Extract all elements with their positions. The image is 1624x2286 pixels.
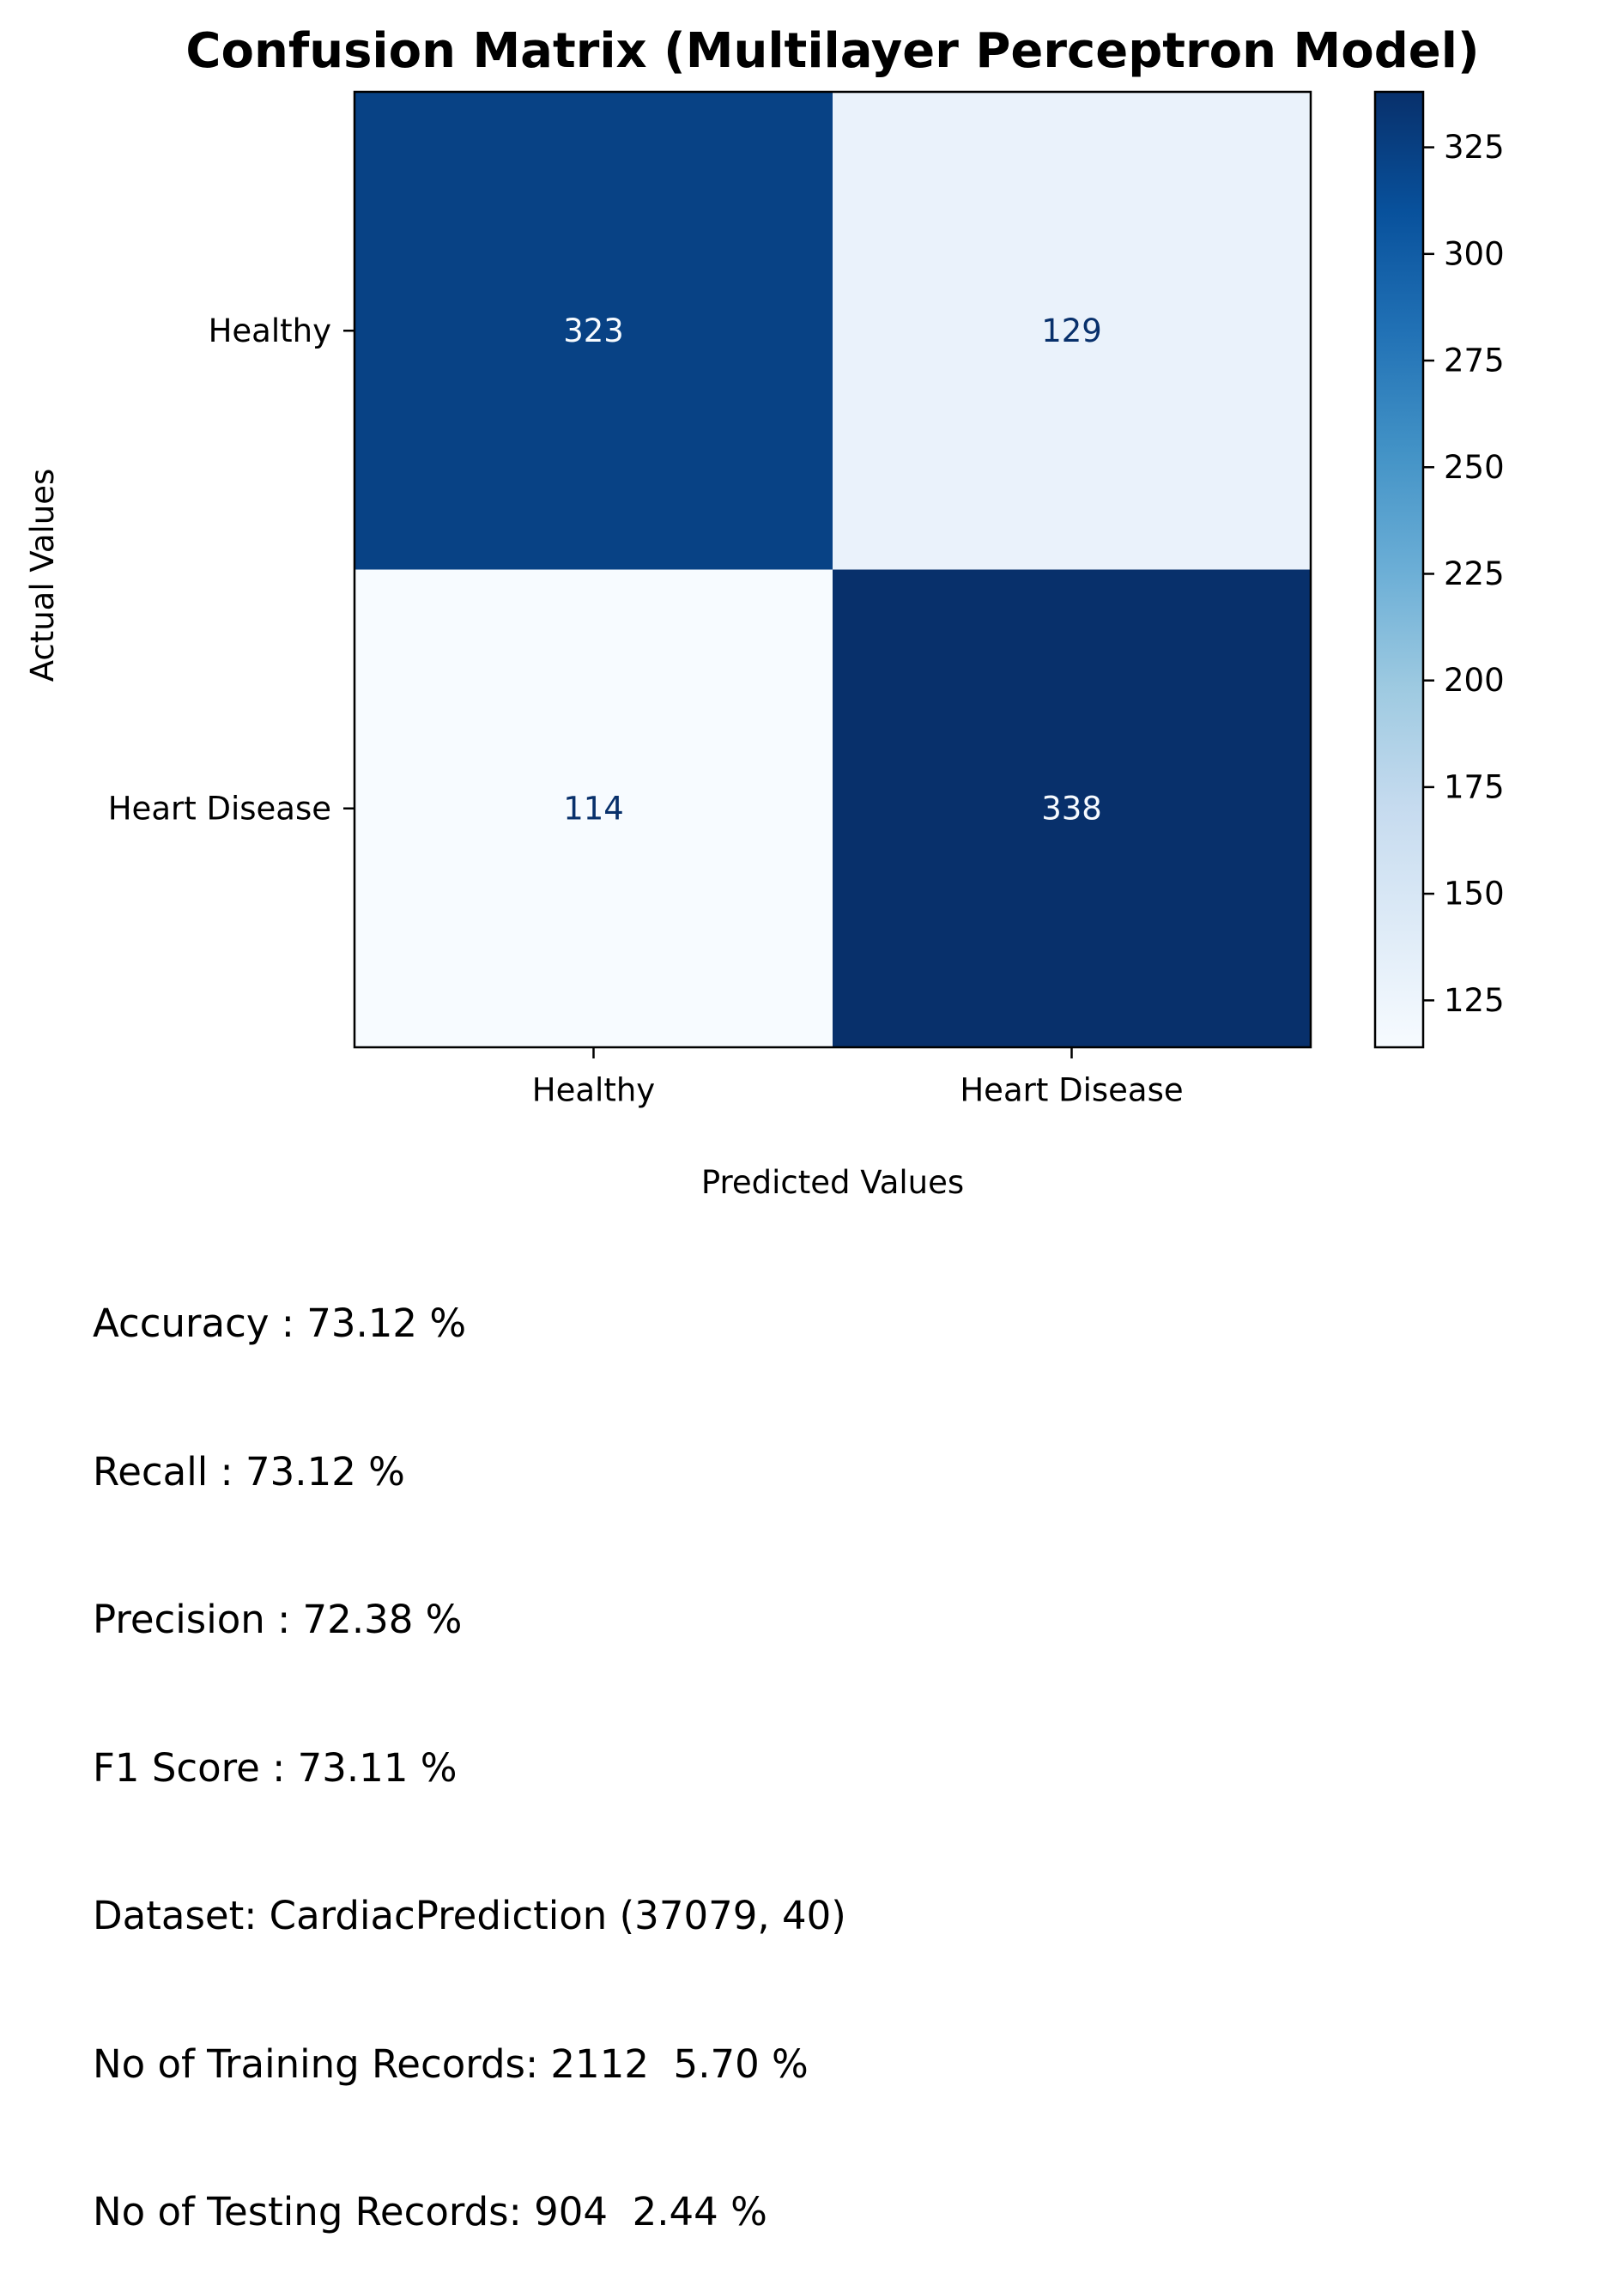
- y-tick-label: Heart Disease: [108, 790, 331, 827]
- testing-records: No of Testing Records: 904 2.44 %: [93, 2189, 767, 2234]
- colorbar: [1373, 90, 1425, 1049]
- matrix-cell: [833, 569, 1312, 1048]
- metric-f1-score: F1 Score : 73.11 %: [93, 1744, 458, 1791]
- matrix-cell: [833, 92, 1312, 570]
- training-records: No of Training Records: 2112 5.70 %: [93, 2040, 809, 2087]
- colorbar-tick-label: 275: [1444, 343, 1505, 379]
- colorbar-tick-label: 250: [1444, 449, 1505, 486]
- metric-accuracy: Accuracy : 73.12 %: [93, 1301, 467, 1346]
- x-tick-label: Heart Disease: [960, 1072, 1183, 1109]
- colorbar-tick-label: 175: [1444, 768, 1505, 805]
- matrix-cell-label: 323: [563, 312, 624, 349]
- metric-recall: Recall : 73.12 %: [93, 1448, 405, 1495]
- matrix-cell-label: 338: [1041, 790, 1102, 827]
- y-tick-label: Healthy: [209, 312, 331, 349]
- matrix-frame: [353, 90, 1312, 1049]
- matrix-cell-label: 129: [1041, 312, 1102, 349]
- chart-title: Confusion Matrix (Multilayer Perceptron …: [185, 23, 1479, 79]
- matrix-cell: [354, 569, 833, 1048]
- metric-precision: Precision : 72.38 %: [93, 1597, 463, 1642]
- colorbar-tick-label: 225: [1444, 555, 1505, 592]
- colorbar-tick-label: 200: [1444, 662, 1505, 699]
- y-axis-ticks: Healthy Heart Disease: [108, 312, 354, 827]
- colorbar-ticks: 125 150 175 200 225 250 275 300 325: [1423, 129, 1505, 1019]
- matrix-cells: [354, 92, 1312, 1048]
- matrix-cell-labels: 323 129 114 338: [563, 312, 1102, 828]
- matrix-cell-label: 114: [563, 790, 624, 827]
- colorbar-tick-label: 125: [1444, 982, 1505, 1019]
- x-axis-label: Predicted Values: [701, 1164, 964, 1201]
- colorbar-tick-label: 300: [1444, 235, 1505, 272]
- x-tick-label: Healthy: [532, 1072, 655, 1109]
- colorbar-tick-label: 325: [1444, 129, 1505, 166]
- x-axis-ticks: Healthy Heart Disease: [532, 1047, 1184, 1109]
- y-axis-label: Actual Values: [24, 469, 61, 682]
- colorbar-tick-label: 150: [1444, 876, 1505, 913]
- confusion-matrix-chart: Confusion Matrix (Multilayer Perceptron …: [24, 23, 1505, 1201]
- matrix-cell: [354, 92, 833, 570]
- dataset-info: Dataset: CardiacPrediction (37079, 40): [93, 1893, 846, 1938]
- model-metrics: Accuracy : 73.12 % Recall : 73.12 % Prec…: [93, 1200, 846, 2286]
